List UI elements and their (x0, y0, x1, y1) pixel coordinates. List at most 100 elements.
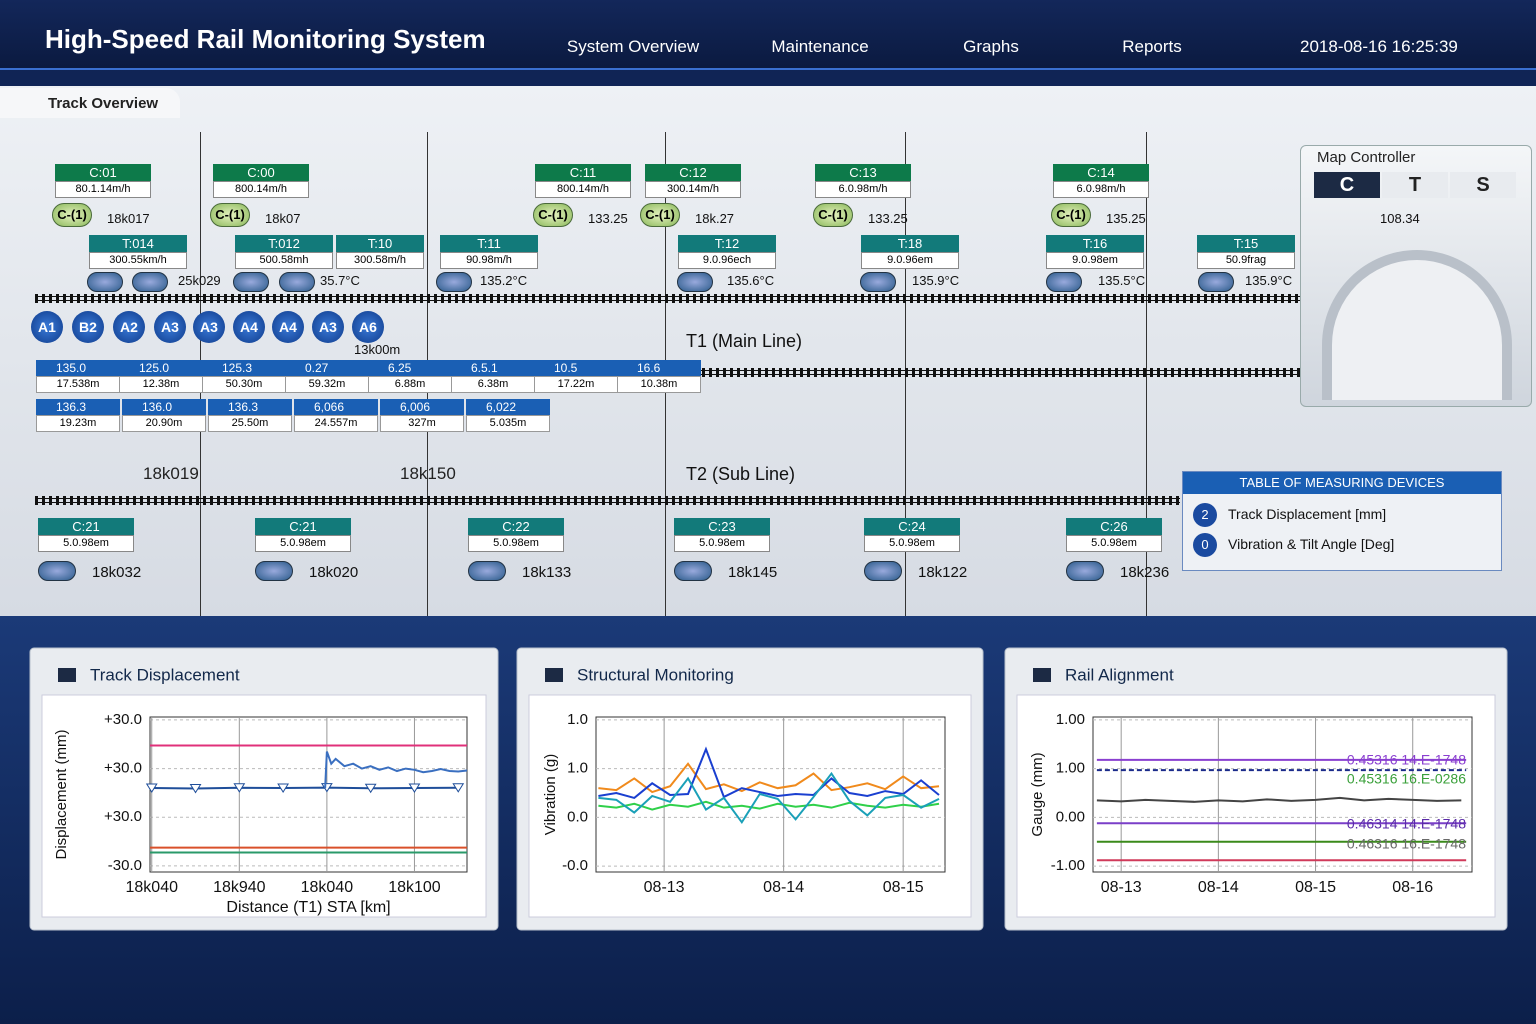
y-tick-label: 0.00 (1056, 808, 1085, 825)
series-line (598, 762, 940, 794)
series-line (324, 751, 468, 789)
device-icon: 2 (1193, 503, 1217, 527)
series-line (598, 800, 940, 811)
temperature: 35.7°C (320, 273, 360, 288)
sensor: A1 (31, 311, 63, 343)
device-value: 5.0.98em (255, 535, 351, 552)
temperature: 135.9°C (912, 273, 960, 288)
device-id: C:21 (38, 518, 134, 535)
device-id: T:15 (1197, 235, 1295, 252)
nav-item[interactable]: Maintenance (771, 37, 869, 56)
km-label: 18k122 (918, 564, 968, 581)
header-bar (0, 0, 1536, 70)
marker (145, 783, 158, 793)
nav-item[interactable]: System Overview (566, 37, 700, 56)
plot-area (149, 716, 468, 873)
table-title: TABLE OF MEASURING DEVICES (1183, 472, 1501, 494)
nav-item[interactable]: Graphs (963, 37, 1019, 56)
x-axis-label: Distance (T1) STA [km] (226, 899, 390, 916)
device-id: C:24 (864, 518, 960, 535)
device-id: T:18 (861, 235, 959, 252)
reading-top: 6,066 (294, 399, 378, 415)
line-label: T2 (Sub Line) (686, 464, 796, 484)
rail (35, 294, 1300, 303)
y-tick-label: 1.00 (1056, 760, 1085, 777)
map-value: 108.34 (1380, 211, 1420, 226)
km-label: 18k.27 (695, 211, 735, 226)
device-id: C:12 (645, 164, 741, 181)
km-label: 18k145 (728, 564, 778, 581)
sensor: A4 (233, 311, 265, 343)
rail (35, 496, 1180, 505)
badge: C-(1) (210, 203, 250, 227)
reading-top: 6.5.1 (451, 360, 535, 376)
device-value: 300.58m/h (336, 252, 424, 269)
device-value: 9.0.96em (861, 252, 959, 269)
device-value: 6.0.98m/h (815, 181, 911, 198)
y-tick-label: 1.00 (1056, 711, 1085, 728)
reading-top: 135.0 (36, 360, 120, 376)
x-tick-label: 18k100 (388, 879, 441, 896)
series-line (598, 771, 940, 825)
sensor: A6 (352, 311, 384, 343)
reading-bottom: 19.23m (36, 415, 120, 432)
map-tab[interactable]: T (1382, 172, 1448, 198)
device-id: C:00 (213, 164, 309, 181)
temperature: 135.6°C (727, 273, 775, 288)
sensor-icon (864, 561, 902, 581)
reading-bottom: 6.88m (368, 376, 452, 393)
sensor: A4 (272, 311, 304, 343)
device-icon: 0 (1193, 533, 1217, 557)
device-id: T:012 (235, 235, 333, 252)
sensor-icon (674, 561, 712, 581)
x-tick-label: 08-16 (1392, 879, 1433, 896)
x-tick-label: 18k040 (301, 879, 354, 896)
sensor-icon (1046, 272, 1082, 292)
annotation: 0.46314 14.E-1748 (1347, 816, 1466, 832)
y-tick-label: 0.0 (567, 808, 588, 825)
device-id: C:22 (468, 518, 564, 535)
km-label: 18k133 (522, 564, 572, 581)
reading-bottom: 12.38m (119, 376, 203, 393)
reading-bottom: 25.50m (208, 415, 292, 432)
reading-bottom: 24.557m (294, 415, 378, 432)
chart-icon (1033, 668, 1051, 682)
sensor-note: 13k00m (354, 342, 401, 357)
device-value: 5.0.98em (468, 535, 564, 552)
sensor: A3 (154, 311, 186, 343)
datetime: 2018-08-16 16:25:39 (1300, 37, 1458, 56)
reading-bottom: 50.30m (202, 376, 286, 393)
y-tick-label: 1.0 (567, 760, 588, 777)
map-tab[interactable]: C (1314, 172, 1380, 198)
rail (695, 368, 1300, 377)
reading-top: 6,006 (380, 399, 464, 415)
x-tick-label: 08-13 (644, 879, 685, 896)
km-label: 135.25 (1106, 211, 1146, 226)
reading-top: 125.3 (202, 360, 286, 376)
x-tick-label: 18k940 (213, 879, 266, 896)
device-id: T:014 (89, 235, 187, 252)
y-axis-label: Vibration (g) (542, 754, 559, 835)
map-tab[interactable]: S (1450, 172, 1516, 198)
chart-title: Structural Monitoring (577, 665, 734, 684)
reading-top: 16.6 (617, 360, 701, 376)
y-tick-label: +30.0 (104, 760, 142, 777)
sensor: A2 (113, 311, 145, 343)
series-line (151, 786, 459, 790)
reading-top: 10.5 (534, 360, 618, 376)
km-mark: 18k019 (143, 464, 199, 483)
nav-item[interactable]: Reports (1122, 37, 1182, 56)
device-id: C:14 (1053, 164, 1149, 181)
sensor-icon (677, 272, 713, 292)
reading-top: 125.0 (119, 360, 203, 376)
y-tick-label: -30.0 (108, 857, 142, 874)
annotation: 0.46316 16.E-1748 (1347, 836, 1466, 852)
device-value: 300.55km/h (89, 252, 187, 269)
tab-label: Track Overview (0, 88, 180, 118)
y-axis-label: Gauge (mm) (1029, 752, 1046, 836)
km-label: 133.25 (868, 211, 908, 226)
y-tick-label: +30.0 (104, 711, 142, 728)
series-line (598, 746, 940, 800)
